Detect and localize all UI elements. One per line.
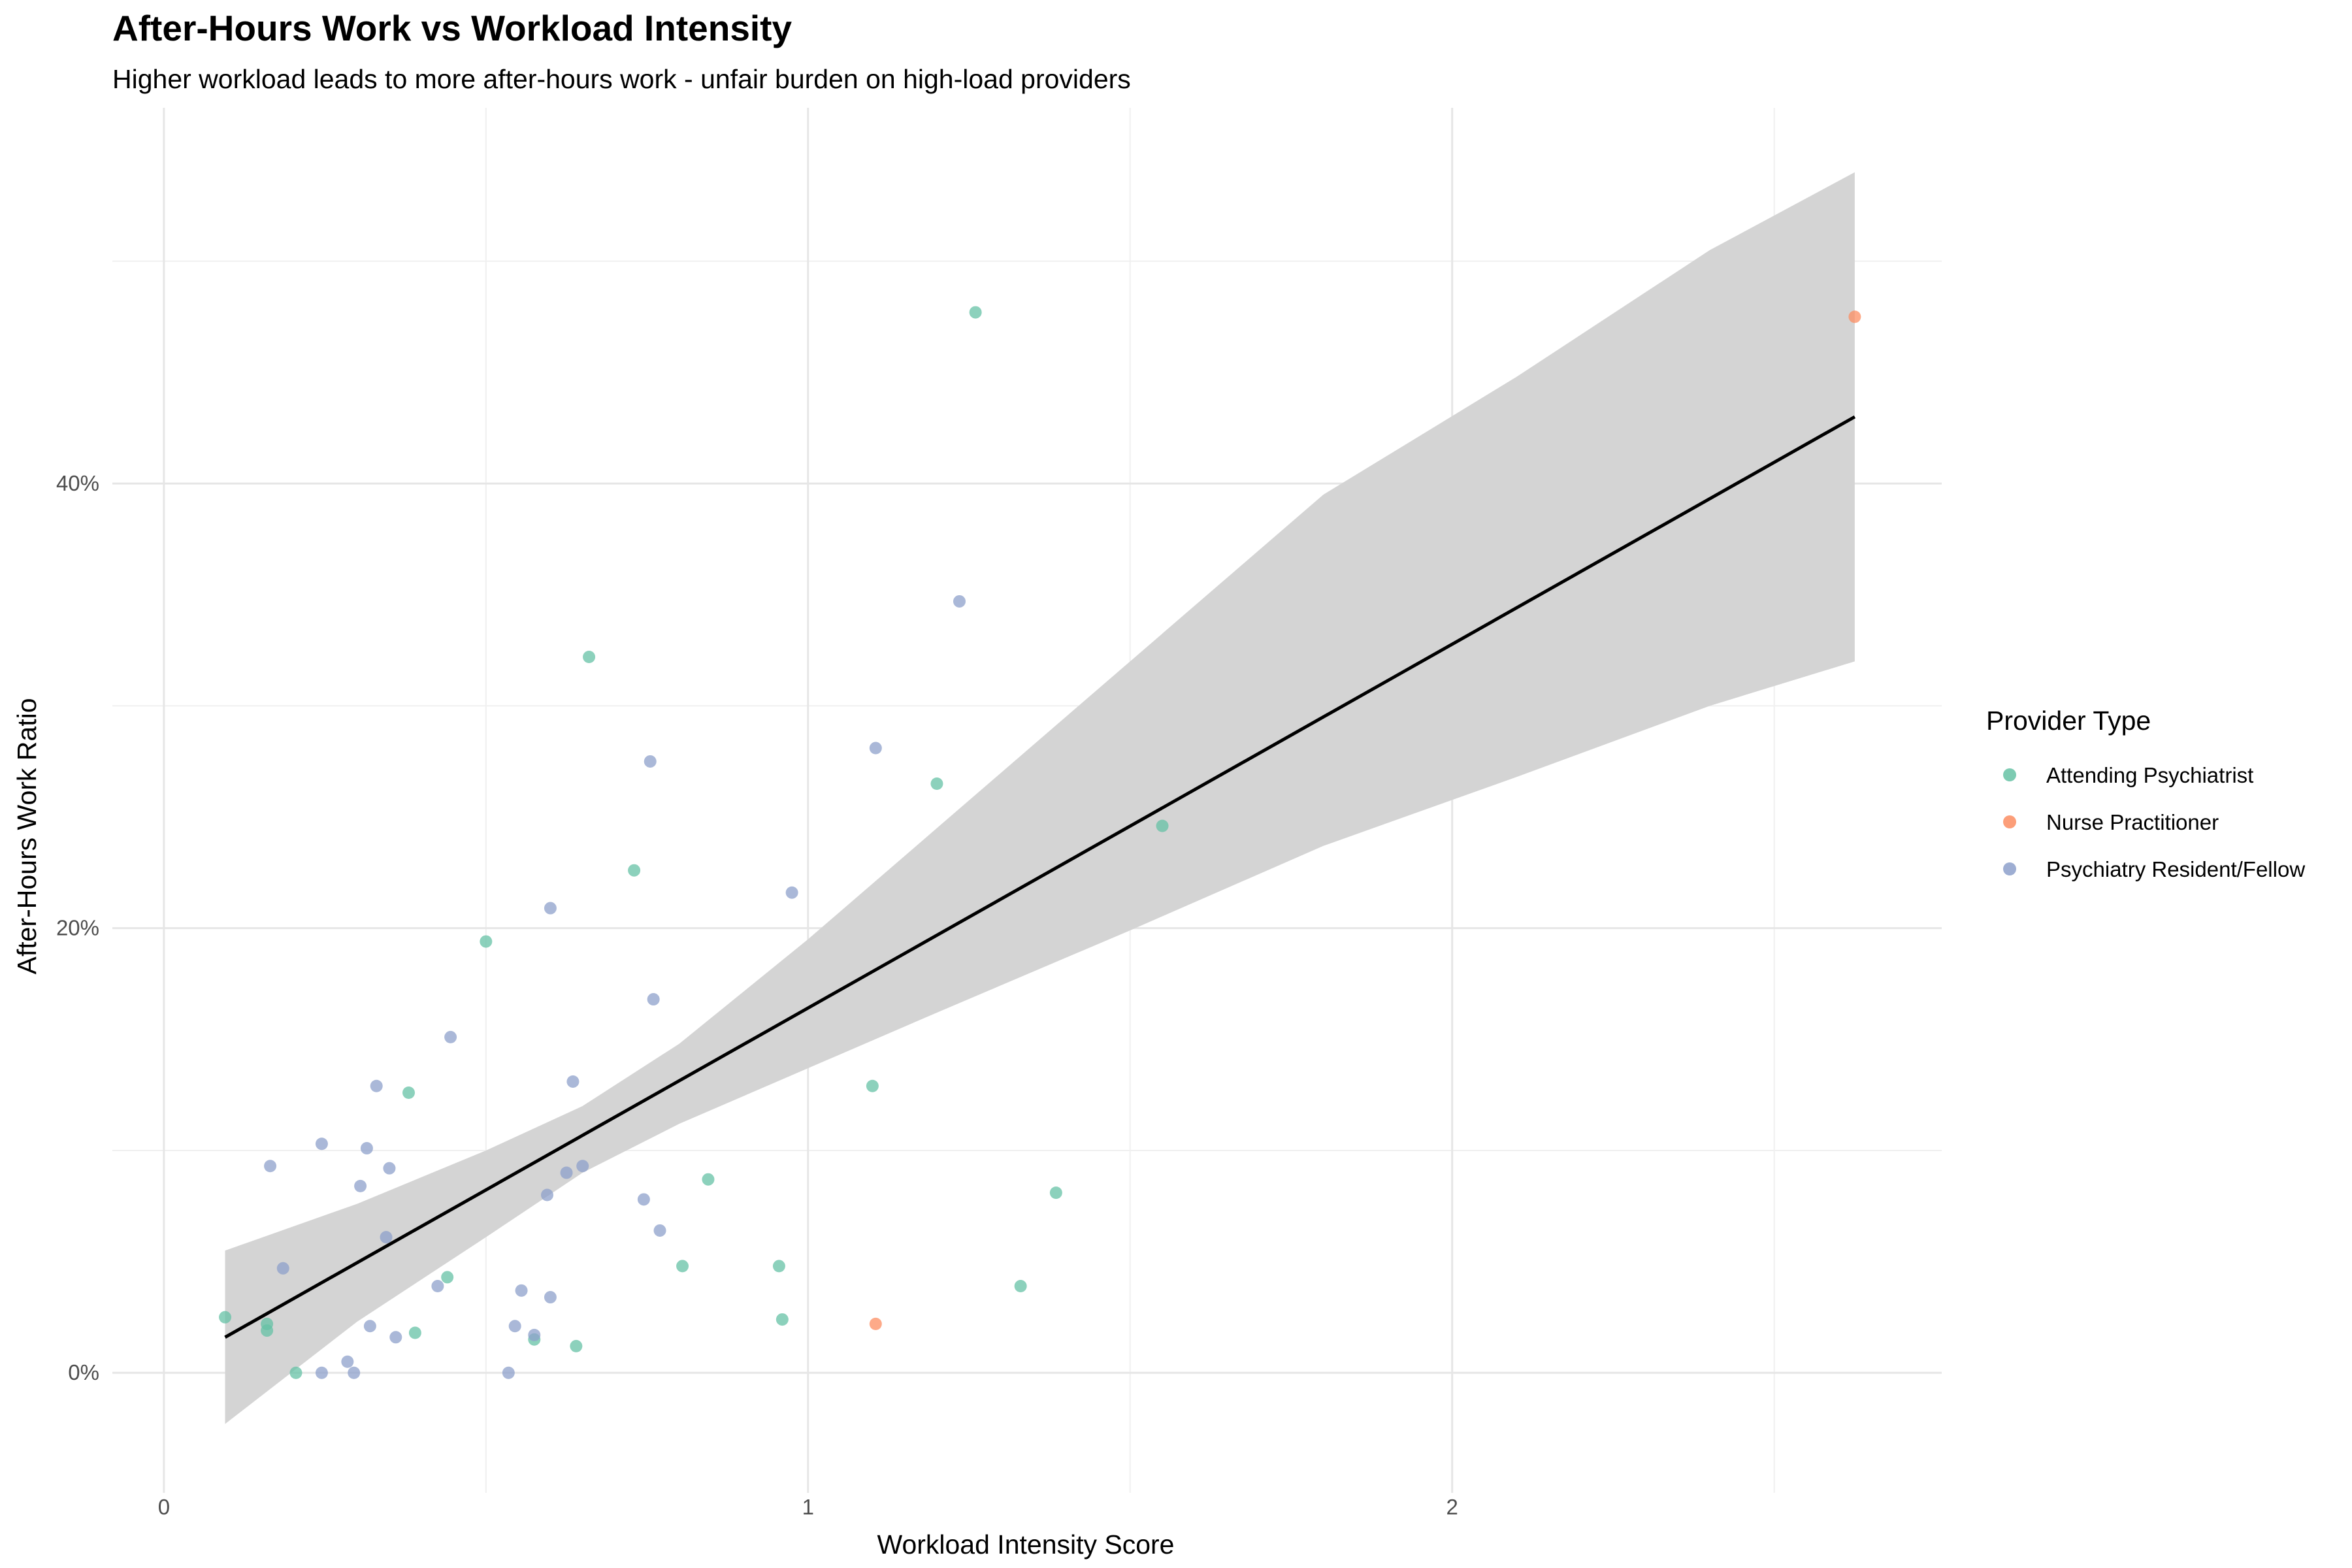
chart-subtitle: Higher workload leads to more after-hour… — [112, 64, 1131, 94]
data-point-series-0 — [570, 1339, 583, 1352]
data-point-series-2 — [389, 1331, 402, 1344]
data-point-series-1 — [1848, 310, 1861, 323]
data-point-series-2 — [653, 1224, 666, 1237]
data-point-series-2 — [502, 1366, 515, 1379]
data-point-series-0 — [772, 1260, 785, 1273]
data-point-series-2 — [360, 1142, 373, 1155]
data-point-series-2 — [348, 1366, 361, 1379]
data-point-series-0 — [1049, 1186, 1062, 1200]
legend-title: Provider Type — [1986, 706, 2151, 736]
data-point-series-2 — [431, 1280, 444, 1293]
x-tick-label: 2 — [1446, 1495, 1458, 1519]
data-point-series-0 — [441, 1271, 454, 1284]
data-point-series-2 — [354, 1179, 367, 1192]
trend-line — [224, 415, 1856, 1339]
data-point-series-0 — [1156, 819, 1169, 832]
data-point-series-0 — [776, 1313, 789, 1326]
data-point-series-1 — [869, 1317, 882, 1330]
data-point-series-0 — [583, 651, 596, 664]
chart-title: After-Hours Work vs Workload Intensity — [112, 8, 792, 48]
y-tick-label: 40% — [56, 471, 99, 495]
legend: Provider Type Attending Psychiatrist Nurs… — [1986, 706, 2305, 881]
x-tick-label: 1 — [802, 1495, 814, 1519]
x-tick-label: 0 — [158, 1495, 170, 1519]
data-point-series-0 — [969, 306, 982, 319]
data-point-series-0 — [628, 864, 641, 877]
data-point-series-0 — [480, 935, 493, 948]
data-point-series-2 — [370, 1079, 383, 1092]
data-point-series-2 — [380, 1231, 393, 1244]
data-point-series-2 — [576, 1160, 589, 1173]
y-tick-label: 0% — [68, 1360, 99, 1384]
data-points — [219, 306, 1861, 1379]
data-point-series-2 — [566, 1075, 580, 1088]
confidence-band — [225, 172, 1855, 1424]
legend-swatch — [2003, 862, 2016, 875]
y-tick-label: 20% — [56, 916, 99, 940]
data-point-series-2 — [363, 1320, 376, 1333]
data-point-series-2 — [315, 1137, 328, 1151]
data-point-series-2 — [785, 886, 798, 899]
data-point-series-2 — [560, 1166, 573, 1179]
data-point-series-0 — [219, 1311, 232, 1324]
data-point-series-2 — [508, 1320, 521, 1333]
y-axis-ticks: 0% 20% 40% — [56, 471, 99, 1384]
data-point-series-2 — [544, 1291, 557, 1304]
trend-line-layer — [224, 415, 1856, 1339]
y-axis-title: After-Hours Work Ratio — [12, 698, 42, 974]
data-point-series-0 — [408, 1326, 421, 1339]
data-point-series-2 — [647, 993, 660, 1006]
data-point-series-0 — [866, 1079, 879, 1092]
confidence-band-layer — [225, 172, 1855, 1424]
data-point-series-0 — [676, 1260, 689, 1273]
data-point-series-0 — [261, 1324, 274, 1337]
legend-items: Attending Psychiatrist Nurse Practitioner… — [2003, 763, 2305, 881]
data-point-series-2 — [540, 1188, 553, 1201]
data-point-series-0 — [702, 1173, 715, 1186]
data-point-series-0 — [1014, 1280, 1027, 1293]
data-point-series-2 — [869, 742, 882, 755]
data-point-series-2 — [315, 1366, 328, 1379]
data-point-series-0 — [402, 1086, 416, 1099]
legend-label: Psychiatry Resident/Fellow — [2046, 857, 2305, 881]
x-axis-ticks: 0 1 2 — [158, 1495, 1458, 1519]
legend-swatch — [2003, 815, 2016, 828]
data-point-series-2 — [953, 595, 966, 608]
data-point-series-2 — [644, 755, 657, 768]
data-point-series-0 — [289, 1366, 302, 1379]
legend-label: Nurse Practitioner — [2046, 810, 2219, 834]
data-point-series-2 — [637, 1193, 650, 1206]
data-point-series-0 — [930, 777, 943, 790]
data-point-series-2 — [544, 902, 557, 915]
data-point-series-2 — [264, 1160, 277, 1173]
legend-label: Attending Psychiatrist — [2046, 763, 2253, 787]
data-point-series-2 — [276, 1262, 289, 1275]
data-point-series-2 — [383, 1162, 396, 1175]
legend-swatch — [2003, 768, 2016, 781]
data-point-series-2 — [528, 1328, 541, 1341]
data-point-series-2 — [515, 1284, 528, 1297]
data-point-series-2 — [444, 1030, 457, 1043]
x-axis-title: Workload Intensity Score — [877, 1529, 1174, 1560]
data-point-series-2 — [341, 1355, 354, 1368]
